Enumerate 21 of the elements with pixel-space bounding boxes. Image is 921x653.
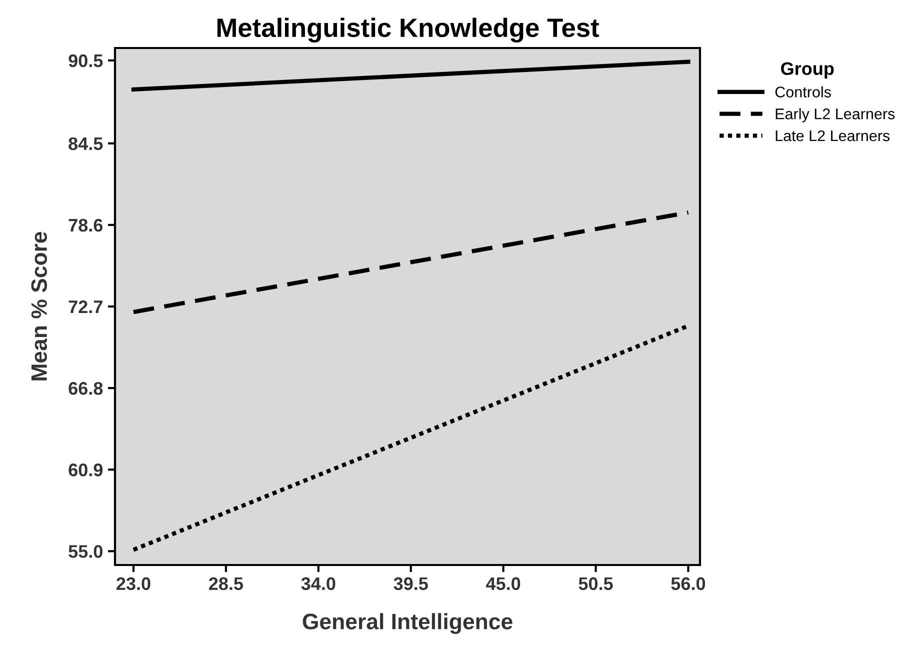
legend-label: Late L2 Learners <box>776 130 890 142</box>
legend-label: Early L2 Learners <box>776 108 895 122</box>
x-tick-label: 56.0 <box>671 577 706 590</box>
y-tick-label: 55.0 <box>68 545 102 558</box>
y-tick-label: 78.6 <box>68 218 103 232</box>
x-tick-label: 45.0 <box>486 577 520 590</box>
x-tick-label: 34.0 <box>301 577 336 590</box>
y-tick-label: 84.5 <box>68 137 103 150</box>
y-tick-label: 72.7 <box>68 300 102 314</box>
y-tick-label: 90.5 <box>68 54 103 68</box>
y-axis-title: Mean % Score <box>31 232 47 380</box>
chart-title: Metalinguistic Knowledge Test <box>217 18 600 42</box>
legend-label: Controls <box>775 86 831 98</box>
x-tick-label: 39.5 <box>394 577 428 590</box>
x-tick-label: 28.5 <box>209 577 244 590</box>
x-tick-label: 23.0 <box>116 577 150 590</box>
y-tick-label: 66.8 <box>68 382 103 395</box>
legend-title: Group <box>781 62 834 79</box>
y-tick-label: 60.9 <box>68 464 103 476</box>
x-tick-label: 50.5 <box>578 577 613 590</box>
x-axis-title: General Intelligence <box>302 613 512 634</box>
